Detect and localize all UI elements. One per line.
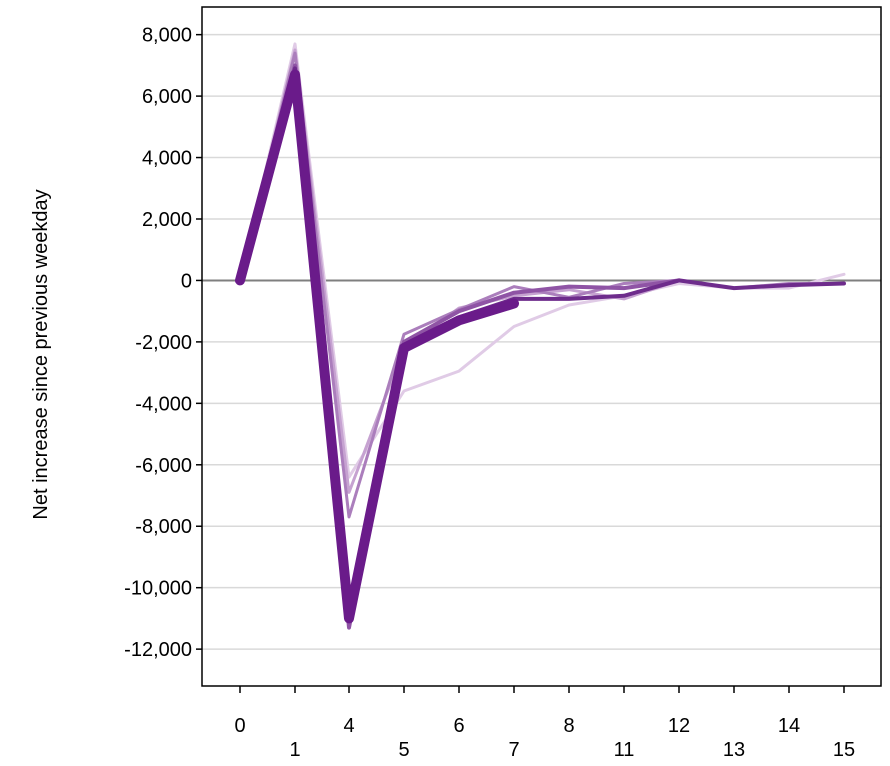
- y-axis-title: Net increase since previous weekday: [30, 189, 52, 519]
- x-tick-label: 14: [778, 715, 800, 737]
- y-tick-label: 8,000: [142, 25, 192, 47]
- series-line-6: [235, 69, 519, 624]
- y-tick-label: -12,000: [124, 639, 192, 661]
- x-tick-label: 12: [668, 715, 690, 737]
- y-tick-label: -8,000: [135, 516, 192, 538]
- y-tick-label: 6,000: [142, 86, 192, 108]
- y-tick-label: 0: [181, 270, 192, 292]
- x-tick-label: 7: [508, 739, 519, 761]
- y-tick-label: -4,000: [135, 393, 192, 415]
- x-tick-label: 0: [234, 715, 245, 737]
- x-tick-label: 11: [614, 739, 635, 761]
- y-tick-label: 2,000: [142, 209, 192, 231]
- x-tick-label: 13: [723, 739, 745, 761]
- x-tick-label: 15: [833, 739, 855, 761]
- x-tick-label: 5: [398, 739, 409, 761]
- y-tick-label: 4,000: [142, 148, 192, 170]
- y-tick-label: -2,000: [135, 332, 192, 354]
- x-tick-label: 6: [453, 715, 464, 737]
- series-group: [235, 42, 846, 630]
- y-axis: 8,000 6,000 4,000 2,000 0 -2,000 -4,000 -6,000 -…: [124, 25, 202, 661]
- plot-frame: [201, 6, 882, 687]
- y-tick-label: -10,000: [124, 578, 192, 600]
- x-tick-label: 8: [563, 715, 574, 737]
- x-tick-label: 4: [343, 715, 354, 737]
- x-tick-label: 1: [289, 739, 300, 761]
- y-tick-label: -6,000: [135, 455, 192, 477]
